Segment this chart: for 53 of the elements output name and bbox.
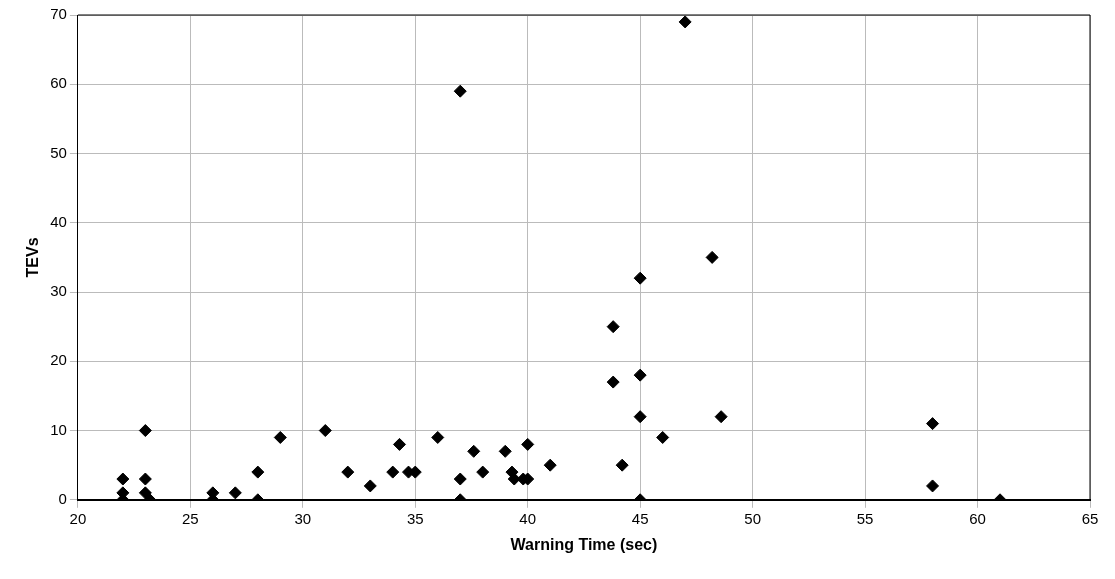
point (926, 417, 940, 431)
point (138, 486, 152, 500)
point (453, 472, 467, 486)
point (467, 444, 481, 458)
point (341, 465, 355, 479)
y-tick-label: 60 (50, 74, 67, 92)
point (678, 15, 692, 29)
y-tick-label: 70 (50, 5, 67, 23)
point (714, 410, 728, 424)
point (615, 458, 629, 472)
y-tick-label: 30 (50, 282, 67, 300)
x-tick-label: 55 (856, 509, 874, 527)
x-tick-label: 40 (519, 509, 537, 527)
x-tick-label: 45 (631, 509, 649, 527)
x-tick-label: 50 (744, 509, 761, 527)
point (606, 375, 620, 389)
y-axis-title: TEVs (24, 237, 42, 278)
y-tick-label: 10 (50, 420, 67, 438)
point (318, 424, 332, 438)
x-tick-label: 60 (969, 509, 986, 527)
point (453, 84, 467, 98)
x-tick-label: 35 (406, 509, 424, 527)
point (498, 444, 512, 458)
point (138, 424, 152, 438)
point (521, 437, 535, 451)
y-tick-label: 20 (50, 351, 67, 369)
point (138, 472, 152, 486)
point (633, 271, 647, 285)
y-tick-label: 50 (50, 143, 67, 161)
point (633, 410, 647, 424)
point (228, 486, 242, 500)
point (606, 320, 620, 334)
point (543, 458, 557, 472)
point (507, 472, 521, 486)
x-tick-label: 30 (294, 509, 312, 527)
point (926, 479, 940, 493)
point (251, 465, 265, 479)
x-tick-label: 65 (1081, 509, 1099, 527)
point (363, 479, 377, 493)
x-tick-label: 20 (69, 509, 87, 527)
y-tick-label: 40 (50, 212, 67, 230)
point (116, 472, 130, 486)
x-axis-title: Warning Time (sec) (510, 535, 658, 553)
y-tick-label: 0 (58, 489, 67, 507)
point (476, 465, 490, 479)
point (633, 368, 647, 382)
point (386, 465, 400, 479)
x-tick-label: 25 (182, 509, 199, 527)
point (656, 430, 670, 444)
point (431, 430, 445, 444)
point (705, 250, 719, 264)
point (273, 430, 287, 444)
point (393, 437, 407, 451)
